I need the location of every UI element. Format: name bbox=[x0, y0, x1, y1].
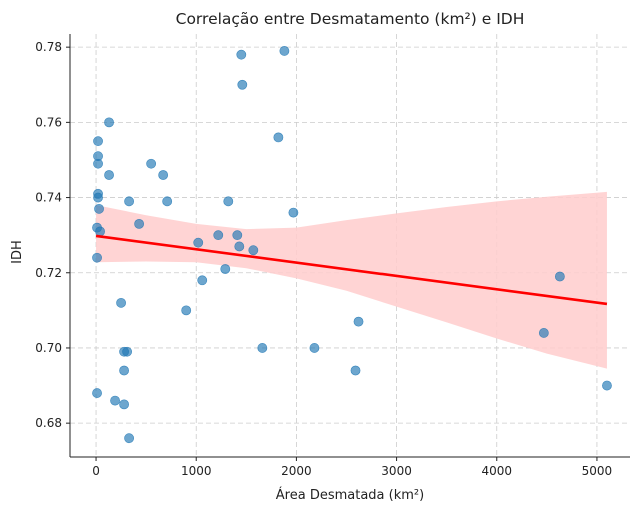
data-point bbox=[116, 297, 126, 308]
data-point bbox=[104, 170, 114, 180]
x-tick-label: 0 bbox=[92, 464, 100, 478]
data-point bbox=[119, 399, 129, 410]
x-tick-label: 5000 bbox=[582, 464, 613, 478]
data-point bbox=[92, 388, 102, 398]
data-point bbox=[95, 226, 105, 237]
data-point bbox=[232, 230, 243, 241]
regression-line-layer bbox=[95, 234, 608, 306]
data-point bbox=[220, 264, 231, 274]
data-point bbox=[554, 271, 565, 282]
data-point bbox=[248, 245, 259, 256]
data-point bbox=[104, 117, 114, 128]
confidence-band-layer bbox=[96, 191, 607, 369]
data-point bbox=[110, 395, 120, 406]
data-point bbox=[124, 433, 135, 444]
data-point bbox=[193, 237, 204, 248]
data-point bbox=[257, 343, 268, 353]
data-point bbox=[94, 203, 104, 214]
data-point bbox=[237, 79, 248, 90]
axes bbox=[66, 34, 630, 461]
data-point bbox=[353, 316, 364, 327]
data-point bbox=[288, 207, 299, 218]
data-point bbox=[279, 46, 290, 56]
data-point bbox=[162, 196, 173, 207]
data-point bbox=[223, 196, 234, 207]
data-point bbox=[213, 230, 224, 241]
data-point bbox=[602, 380, 612, 391]
y-axis-label: IDH bbox=[10, 240, 25, 264]
data-point bbox=[119, 365, 129, 376]
x-tick-label: 2000 bbox=[281, 464, 312, 478]
data-point bbox=[350, 365, 361, 376]
y-tick-label: 0.72 bbox=[35, 266, 62, 280]
data-point bbox=[93, 136, 103, 147]
data-point bbox=[146, 158, 157, 169]
y-tick-label: 0.78 bbox=[35, 40, 62, 54]
data-point bbox=[538, 328, 549, 338]
data-points bbox=[92, 46, 612, 444]
data-point bbox=[309, 343, 320, 353]
tick-labels: 0 1000 2000 3000 4000 5000 0.68 0.70 0.72 0.74 0.7… bbox=[35, 40, 612, 478]
y-tick-label: 0.76 bbox=[35, 115, 62, 129]
data-point bbox=[181, 305, 192, 316]
data-point bbox=[197, 275, 208, 286]
confidence-band bbox=[96, 191, 607, 369]
data-point bbox=[236, 49, 247, 60]
data-point bbox=[273, 132, 284, 143]
y-tick-label: 0.68 bbox=[35, 416, 62, 430]
data-point bbox=[92, 252, 102, 263]
y-tick-label: 0.70 bbox=[35, 341, 62, 355]
regression-line bbox=[95, 234, 608, 306]
x-tick-label: 3000 bbox=[381, 464, 412, 478]
y-tick-label: 0.74 bbox=[35, 191, 62, 205]
x-axis-label: Área Desmatada (km²) bbox=[276, 487, 424, 503]
data-point bbox=[124, 196, 135, 207]
data-point bbox=[93, 192, 103, 203]
x-tick-label: 4000 bbox=[481, 464, 512, 478]
chart-title: Correlação entre Desmatamento (km²) e ID… bbox=[176, 10, 525, 28]
data-point bbox=[134, 218, 145, 229]
data-point bbox=[234, 241, 245, 252]
x-tick-label: 1000 bbox=[181, 464, 212, 478]
data-point bbox=[122, 346, 133, 357]
data-point bbox=[93, 158, 103, 169]
data-point bbox=[158, 170, 169, 180]
